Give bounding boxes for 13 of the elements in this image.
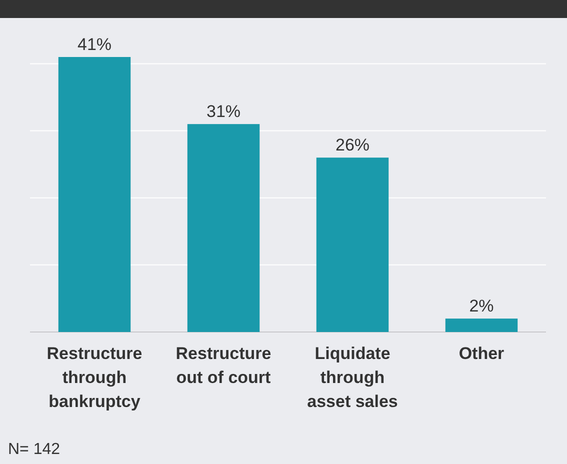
data-label: 26% [335,136,370,155]
data-label: 31% [206,102,241,122]
bar [445,318,518,332]
x-tick-label: Restructure out of court [176,344,272,387]
bar [187,124,260,332]
x-tick-label: Other [458,344,505,363]
data-label: 41% [77,35,112,54]
bar [316,158,389,332]
x-tick-label: Liquidate through asset sales [307,344,398,411]
bar [58,57,131,332]
data-label: 2% [469,296,494,316]
x-tick-label: Restructure through bankruptcy [46,344,142,411]
text: N= 142 [8,441,60,458]
